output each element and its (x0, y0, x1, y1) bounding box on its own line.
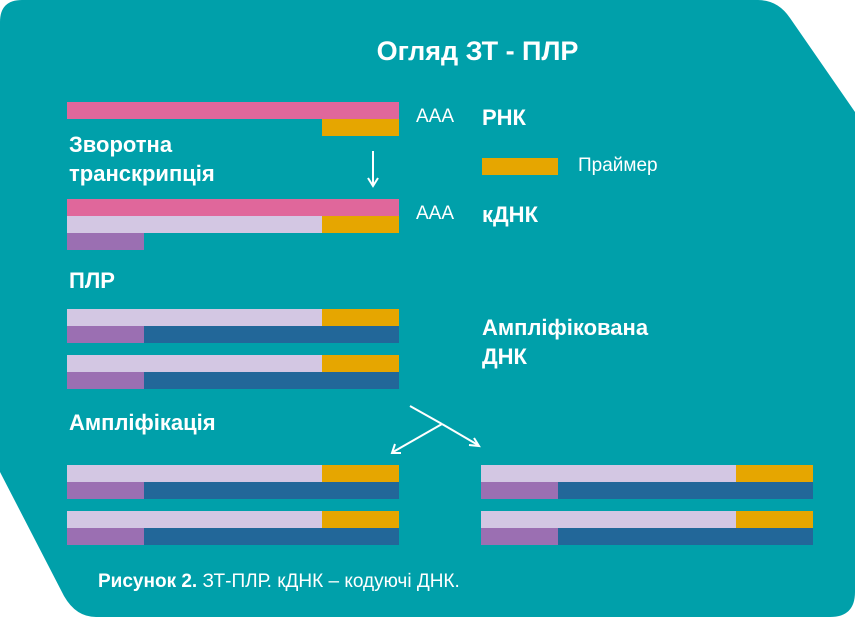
split-arrow-left (392, 423, 443, 453)
amp-right-1-top (481, 465, 736, 482)
figure-caption-text: ЗТ-ПЛР. кДНК – кодуючі ДНК. (197, 571, 460, 592)
amp-right-2-bottom-left (481, 528, 558, 545)
cdna-rna-strand (67, 199, 399, 216)
figure-caption-bold: Рисунок 2. (98, 571, 198, 592)
split-arrow-left-head (390, 443, 401, 454)
split-arrow-right (441, 423, 479, 446)
down-arrow-head (367, 177, 379, 188)
poly-a-label-cdna: AAA (416, 203, 455, 224)
cdna-primer (322, 216, 399, 233)
amplified-dna-label-2: ДНК (482, 344, 527, 369)
amp-left-1-bottom (144, 482, 399, 499)
amp-right-1-bottom-left (481, 482, 558, 499)
amp-left-2-bottom-left (67, 528, 144, 545)
cdna-label: кДНК (482, 202, 538, 227)
cdna-light-strand (67, 216, 322, 233)
rna-label: РНК (482, 105, 526, 130)
diagram-title: Огляд ЗТ - ПЛР (376, 36, 579, 66)
amp-right-1-primer (736, 465, 813, 482)
amp-left-2-top (67, 511, 322, 528)
amp-right-1-bottom (558, 482, 813, 499)
pcr-duplex-1-primer (322, 309, 399, 326)
amp-left-1-primer (322, 465, 399, 482)
pcr-duplex-1-bottom (144, 326, 399, 343)
amplification-label: Ампліфікація (69, 410, 216, 435)
rna-strand (67, 102, 399, 119)
rna-primer (322, 119, 399, 136)
pcr-duplex-2-primer (322, 355, 399, 372)
pcr-duplex-2-bottom (144, 372, 399, 389)
primer-legend-swatch (482, 158, 558, 175)
amp-left-2-primer (322, 511, 399, 528)
amp-right-2-top (481, 511, 736, 528)
amplified-dna-label-1: Ампліфікована (482, 315, 649, 340)
poly-a-label-rna: AAA (416, 106, 455, 127)
amp-right-2-primer (736, 511, 813, 528)
pcr-duplex-2-bottom-left (67, 372, 144, 389)
pcr-duplex-2-top (67, 355, 322, 372)
figure-caption: Рисунок 2. ЗТ-ПЛР. кДНК – кодуючі ДНК. (98, 571, 460, 593)
split-arrow-stem (409, 405, 443, 425)
reverse-transcription-label-2: транскрипція (69, 161, 215, 186)
pcr-duplex-1-bottom-left (67, 326, 144, 343)
split-arrow-right-head (468, 437, 481, 448)
reverse-transcription-label-1: Зворотна (69, 132, 173, 157)
pcr-label: ПЛР (69, 268, 115, 293)
primer-legend-label: Праймер (578, 155, 658, 176)
cdna-purple-segment (67, 233, 144, 250)
amp-left-1-bottom-left (67, 482, 144, 499)
amp-left-1-top (67, 465, 322, 482)
amp-right-2-bottom (558, 528, 813, 545)
amp-left-2-bottom (144, 528, 399, 545)
pcr-duplex-1-top (67, 309, 322, 326)
